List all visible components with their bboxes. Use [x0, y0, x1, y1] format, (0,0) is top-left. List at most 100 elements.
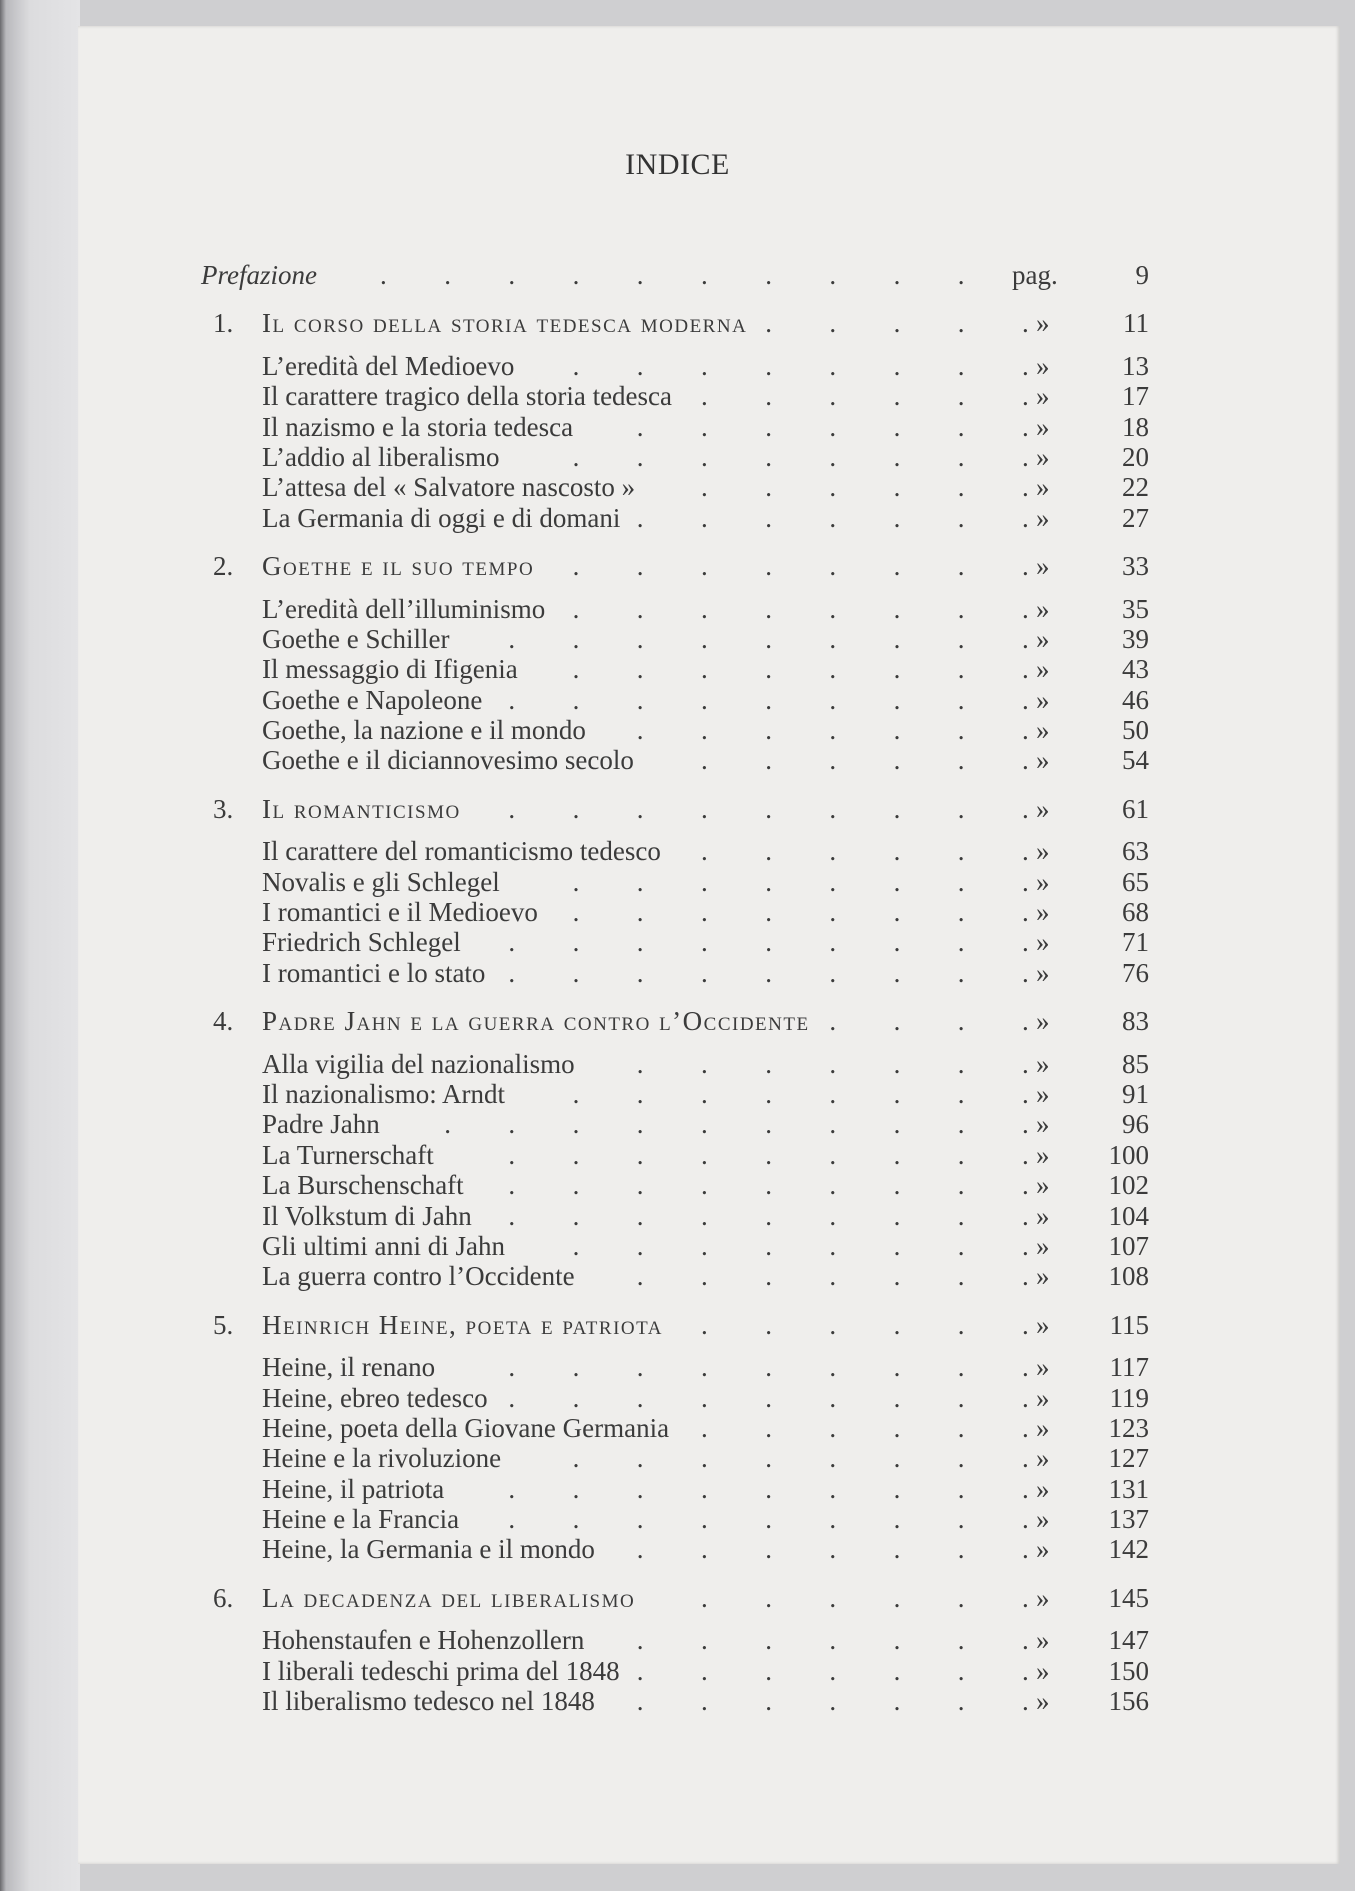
page-number: 13	[1122, 350, 1149, 381]
leader-dot: .	[893, 1582, 901, 1613]
leader-dot: .	[1022, 927, 1029, 958]
leader-dot: .	[765, 1048, 772, 1079]
leader-dot: .	[765, 1382, 772, 1413]
entry-title: La Germania di oggi e di domani	[262, 502, 621, 533]
leader-dot: .	[636, 1078, 644, 1109]
leader-dot: .	[636, 1655, 644, 1686]
ditto-mark: »	[1036, 745, 1050, 776]
leader-dot: .	[957, 381, 965, 412]
leader-dot: .	[957, 654, 965, 685]
leader-dot: .	[957, 836, 965, 867]
ditto-mark: »	[1036, 551, 1050, 582]
page-number: 137	[1108, 1504, 1150, 1535]
page-number: 43	[1122, 654, 1149, 685]
leader-dot: .	[829, 1109, 837, 1140]
leader-dot: .	[957, 1686, 965, 1717]
leader-dot: .	[701, 897, 708, 928]
toc-entry-row: Il Volkstum di Jahn » 104.........	[0, 1201, 1355, 1231]
leader-dot: .	[701, 1200, 708, 1231]
page-number: 127	[1108, 1443, 1150, 1474]
leader-dot: .	[829, 1412, 837, 1443]
leader-dot: .	[701, 260, 708, 290]
toc-entry-row: Il nazionalismo: Arndt » 91........	[0, 1079, 1355, 1109]
entry-title: Heine, il patriota	[262, 1473, 445, 1504]
page-number: 107	[1108, 1230, 1150, 1261]
toc-entry-row: La Turnerschaft » 100.........	[0, 1140, 1355, 1170]
leader-dot: .	[893, 1534, 901, 1565]
leader-dot: .	[957, 1443, 965, 1474]
leader-dot: .	[829, 1309, 837, 1340]
leader-dot: .	[765, 381, 772, 412]
leader-dot: .	[765, 1504, 772, 1535]
ditto-mark: »	[1036, 1443, 1050, 1474]
leader-dot: .	[893, 593, 901, 624]
leader-dot: .	[1022, 593, 1029, 624]
page-number: 46	[1122, 684, 1149, 715]
page-number: 85	[1122, 1048, 1149, 1079]
leader-dot: .	[829, 1582, 837, 1613]
entry-title: Heine, poeta della Giovane Germania	[262, 1412, 670, 1443]
entry-title: Goethe, la nazione e il mondo	[262, 715, 586, 746]
entry-title: Novalis e gli Schlegel	[262, 866, 500, 897]
leader-dot: .	[893, 897, 901, 928]
leader-dot: .	[765, 551, 772, 582]
leader-dot: .	[829, 381, 837, 412]
leader-dot: .	[1022, 1443, 1029, 1474]
leader-dot: .	[701, 1078, 708, 1109]
leader-dot: .	[701, 1582, 708, 1613]
leader-dot: .	[829, 551, 837, 582]
entry-title: Gli ultimi anni di Jahn	[262, 1230, 505, 1261]
page-number: 18	[1122, 411, 1149, 442]
leader-dot: .	[572, 1382, 580, 1413]
leader-dot: .	[829, 1534, 837, 1565]
entry-title: Il nazismo e la storia tedesca	[262, 411, 574, 442]
leader-dot: .	[893, 502, 901, 533]
leader-dot: .	[893, 551, 901, 582]
page-number: 119	[1109, 1382, 1150, 1413]
leader-dot: .	[957, 1412, 965, 1443]
toc-entry-row: Hohenstaufen e Hohenzollern » 147.......	[0, 1625, 1355, 1655]
ditto-mark: »	[1036, 1200, 1050, 1231]
leader-dot: .	[765, 472, 772, 503]
leader-dot: .	[572, 897, 580, 928]
leader-dot: .	[572, 551, 580, 582]
leader-dot: .	[701, 350, 708, 381]
toc-entry-row: L’attesa del « Salvatore nascosto » » 22..…	[0, 472, 1355, 502]
toc-entry-row: La guerra contro l’Occidente » 108.......	[0, 1261, 1355, 1291]
toc-entry-row: Gli ultimi anni di Jahn » 107........	[0, 1231, 1355, 1261]
leader-dot: .	[701, 1309, 708, 1340]
page-abbrev: pag.	[1012, 260, 1058, 290]
leader-dot: .	[1022, 308, 1029, 339]
ditto-mark: »	[1036, 1139, 1050, 1170]
toc-entry-row: Il carattere del romanticismo tedesco » 63…	[0, 836, 1355, 866]
leader-dot: .	[765, 927, 772, 958]
leader-dot: .	[829, 684, 837, 715]
leader-dot: .	[572, 927, 580, 958]
leader-dot: .	[765, 1443, 772, 1474]
page-number: 11	[1123, 308, 1149, 339]
leader-dot: .	[829, 957, 837, 988]
leader-dot: .	[893, 1109, 901, 1140]
chapter-number: 5.	[213, 1309, 234, 1340]
entry-title: I romantici e lo stato	[262, 957, 486, 988]
leader-dot: .	[957, 1352, 965, 1383]
leader-dot: .	[957, 1109, 965, 1140]
leader-dot: .	[893, 441, 901, 472]
page-number: 61	[1122, 793, 1149, 824]
ditto-mark: »	[1036, 502, 1050, 533]
ditto-mark: »	[1036, 1352, 1050, 1383]
leader-dot: .	[829, 1200, 837, 1231]
leader-dot: .	[765, 1261, 772, 1292]
leader-dot: .	[380, 260, 387, 290]
entry-title: La Turnerschaft	[262, 1139, 434, 1170]
leader-dot: .	[572, 1443, 580, 1474]
leader-dot: .	[957, 866, 965, 897]
leader-dot: .	[508, 1109, 516, 1140]
leader-dot: .	[893, 308, 901, 339]
leader-dot: .	[829, 472, 837, 503]
ditto-mark: »	[1036, 1382, 1050, 1413]
leader-dot: .	[765, 350, 772, 381]
entry-title: Goethe e Schiller	[262, 623, 450, 654]
leader-dot: .	[1022, 866, 1029, 897]
page-number: 142	[1108, 1534, 1150, 1565]
